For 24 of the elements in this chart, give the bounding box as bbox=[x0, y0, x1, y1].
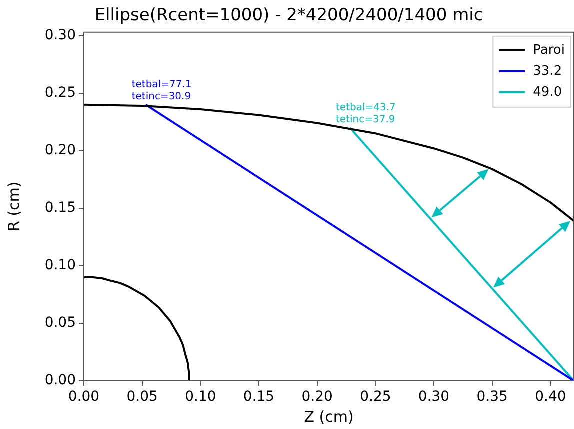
x-tick-label: 0.20 bbox=[302, 389, 333, 406]
legend-label: 33.2 bbox=[533, 64, 562, 79]
x-tick-label: 0.35 bbox=[476, 389, 508, 406]
x-tick-label: 0.30 bbox=[418, 389, 450, 406]
x-tick-label: 0.05 bbox=[126, 389, 158, 406]
y-tick-label: 0.30 bbox=[44, 27, 76, 44]
y-tick-label: 0.00 bbox=[44, 372, 76, 389]
x-tick-label: 0.40 bbox=[535, 389, 566, 406]
y-tick-label: 0.15 bbox=[44, 200, 76, 216]
y-tick-label: 0.20 bbox=[44, 142, 76, 159]
y-axis-title: R (cm) bbox=[4, 182, 23, 232]
y-tick-label: 0.10 bbox=[44, 258, 76, 274]
legend-label: 49.0 bbox=[533, 84, 562, 100]
annotation: tetbal=77.1 tetinc=30.9 bbox=[132, 79, 192, 102]
legend-label: Paroi bbox=[533, 42, 566, 58]
x-tick-label: 0.00 bbox=[68, 389, 100, 406]
x-tick-label: 0.15 bbox=[243, 389, 275, 406]
annotation: tetbal=43.7 tetinc=37.9 bbox=[336, 102, 396, 126]
x-tick-label: 0.25 bbox=[360, 389, 392, 406]
x-tick-label: 0.10 bbox=[185, 389, 216, 406]
y-tick-label: 0.05 bbox=[44, 315, 76, 332]
y-tick-label: 0.25 bbox=[44, 85, 76, 102]
chart-title: Ellipse(Rcent=1000) - 2*4200/2400/1400 mic bbox=[94, 6, 484, 26]
x-axis-title: Z (cm) bbox=[304, 408, 354, 426]
